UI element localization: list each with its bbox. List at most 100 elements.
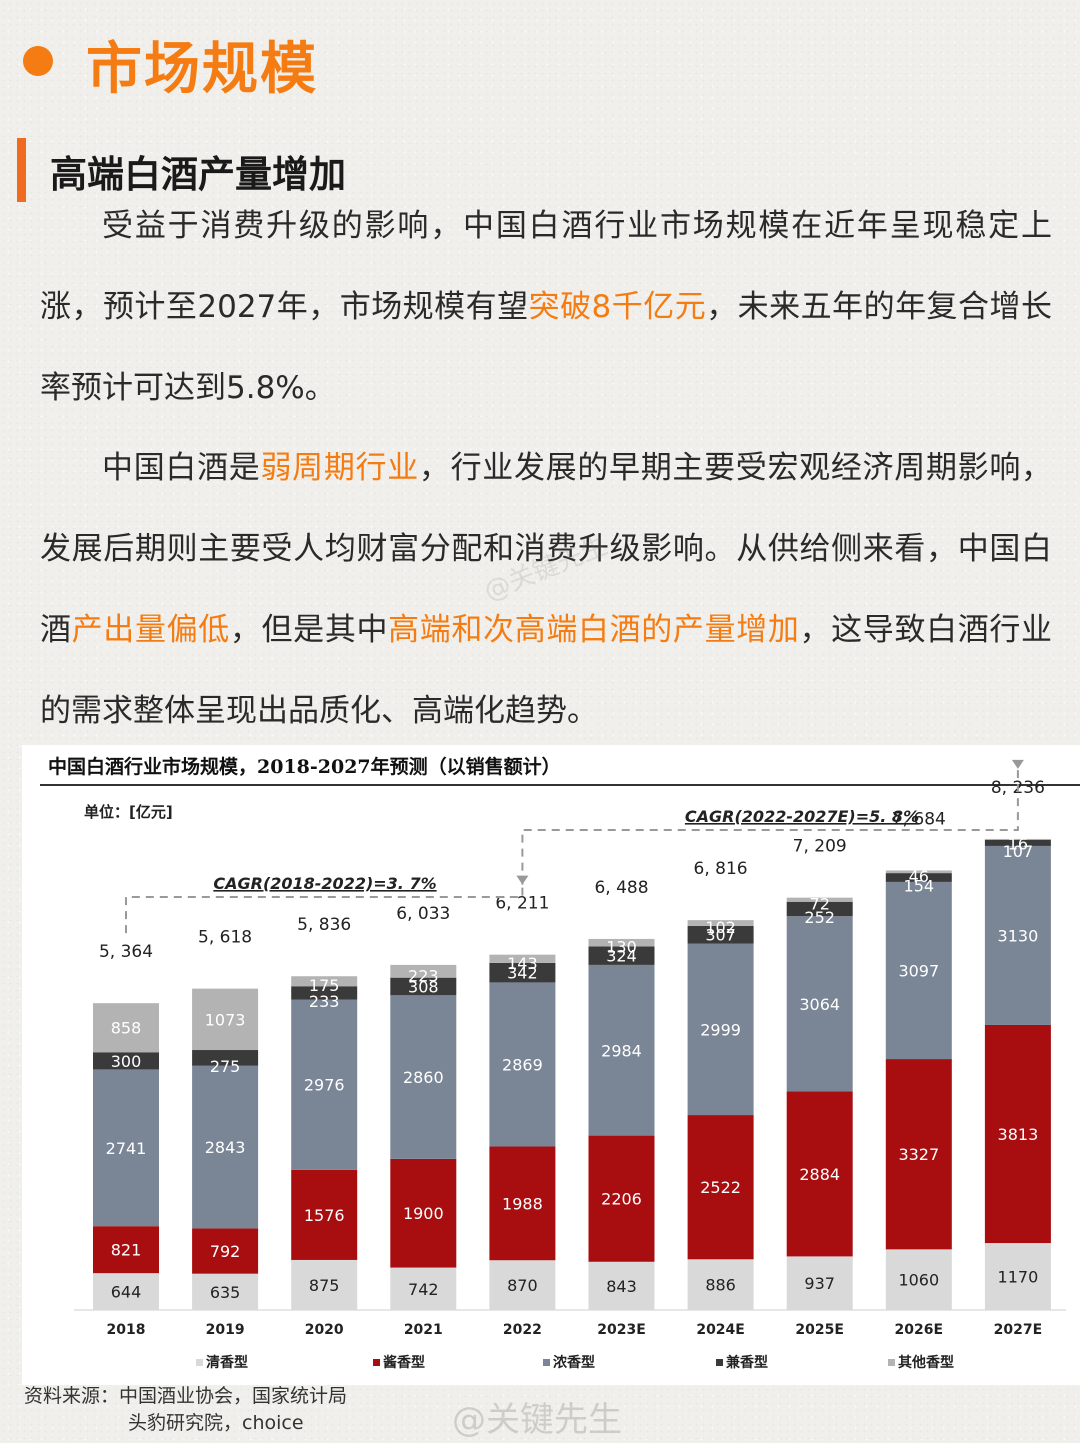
paragraph-1: 受益于消费升级的影响，中国白酒行业市场规模在近年呈现稳定上涨，预计至2027年，… <box>40 186 1052 429</box>
bar-value-label: 2869 <box>502 1055 543 1074</box>
source-line-2: 头豹研究院，choice <box>128 1412 304 1434</box>
total-label: 5, 618 <box>198 928 252 948</box>
bar-segment <box>885 1249 952 1310</box>
legend-swatch <box>716 1359 723 1366</box>
bar-segment <box>93 1273 159 1310</box>
source-line-1: 资料来源：中国酒业协会，国家统计局 <box>24 1385 348 1407</box>
legend-swatch <box>373 1359 380 1366</box>
total-label: 7, 684 <box>892 809 946 829</box>
body-text: ，但是其中 <box>229 612 389 648</box>
watermark: @关键先生 <box>452 1400 622 1440</box>
x-tick-label: 2020 <box>305 1322 344 1338</box>
bar-segment <box>390 964 457 978</box>
bar-segment <box>291 986 358 1000</box>
bar-value-label: 324 <box>606 947 637 966</box>
total-label: 6, 033 <box>396 904 450 924</box>
bar-segment <box>885 1059 952 1250</box>
legend-label: 浓香型 <box>553 1354 595 1371</box>
cagr-2022-2027-arrow-icon <box>1011 759 1024 769</box>
legend-swatch <box>888 1359 895 1366</box>
bar-value-label: 102 <box>705 918 736 937</box>
bar-segment <box>93 1003 159 1053</box>
bar-segment <box>489 954 556 963</box>
bar-segment <box>687 920 754 926</box>
bar-value-label: 2843 <box>205 1138 246 1157</box>
x-tick-label: 2024E <box>696 1322 745 1338</box>
bar-value-label: 154 <box>904 877 935 896</box>
bar-value-label: 16 <box>1008 834 1028 853</box>
subtitle-accent-bar <box>17 138 26 202</box>
bar-segment <box>885 881 952 1060</box>
bar-segment <box>588 946 655 965</box>
bar-segment <box>588 938 655 947</box>
bar-segment <box>687 1115 754 1260</box>
bar-value-label: 342 <box>507 964 538 983</box>
bar-value-label: 130 <box>606 938 637 957</box>
bar-segment <box>192 988 259 1051</box>
highlight-text: 突破8千亿元 <box>528 289 707 325</box>
bar-segment <box>291 1169 358 1260</box>
x-tick-label: 2027E <box>994 1322 1043 1338</box>
chart-title-rule <box>40 784 1080 786</box>
legend-label: 酱香型 <box>383 1354 425 1371</box>
legend-swatch <box>196 1359 203 1366</box>
bar-segment <box>786 901 853 917</box>
legend-label: 兼香型 <box>726 1354 768 1371</box>
cagr-2018-2022-label: CAGR(2018-2022)=3. 7% <box>213 874 436 893</box>
bar-segment <box>192 1050 259 1066</box>
cagr-2018-2022-bracket <box>125 884 524 934</box>
stacked-bar-chart: 单位：[亿元] 644 821 2741 300 858 5, 364 2018 635 792 2… <box>74 759 1066 1371</box>
bar-segment <box>93 1052 159 1070</box>
source-note: 资料来源：中国酒业协会，国家统计局 头豹研究院，choice <box>24 1383 347 1437</box>
x-tick-label: 2023E <box>597 1322 646 1338</box>
body-text: ，行业发展的早期主要受宏观经济周期影响，发展后期则主要受人均财富分配和消费升级影… <box>40 450 1053 648</box>
bar-segment <box>984 1024 1051 1244</box>
bar-segment <box>291 1259 358 1310</box>
bar-segment <box>984 845 1051 1025</box>
bar-segment <box>786 1256 853 1310</box>
cagr-2022-2027-label: CAGR(2022-2027E)=5. 8% <box>685 807 919 826</box>
bar-segment <box>687 1259 754 1310</box>
bar-segment <box>291 976 358 987</box>
bar-segment <box>786 1091 853 1257</box>
bar-segment <box>786 916 853 1092</box>
bar-segment <box>489 982 556 1147</box>
bar-segment <box>489 1260 556 1310</box>
bar-segment <box>885 873 952 882</box>
bar-value-label: 937 <box>804 1274 835 1293</box>
total-label: 7, 209 <box>793 837 847 857</box>
bar-segment <box>489 962 556 983</box>
bar-value-label: 792 <box>210 1242 241 1261</box>
bar-segment <box>291 999 358 1170</box>
bar-value-label: 635 <box>210 1283 241 1302</box>
bar-segment <box>984 1243 1051 1310</box>
bar-value-label: 3327 <box>898 1145 939 1164</box>
bar-value-label: 875 <box>309 1276 340 1295</box>
bar-value-label: 870 <box>507 1276 538 1295</box>
bar-value-label: 175 <box>309 976 340 995</box>
body-text: 中国白酒是 <box>102 450 261 486</box>
highlight-text: 高端和次高端白酒的产量增加 <box>388 612 800 648</box>
bullet-dot-icon <box>23 46 53 76</box>
bar-value-label: 742 <box>408 1280 439 1299</box>
bar-segment <box>984 839 1051 846</box>
bar-value-label: 143 <box>507 954 538 973</box>
bar-value-label: 644 <box>111 1283 142 1302</box>
body-text: 受益于消费升级的影响，中国白酒行业市场规模在近年呈现稳定上涨，预计至2027年，… <box>40 208 1052 325</box>
bar-value-label: 3097 <box>898 961 939 980</box>
section-subtitle: 高端白酒产量增加 <box>50 152 346 196</box>
bar-value-label: 46 <box>909 867 929 886</box>
chart-title: 中国白酒行业市场规模，2018-2027年预测（以销售额计） <box>48 756 561 778</box>
bar-value-label: 3130 <box>998 926 1039 945</box>
bar-value-label: 1988 <box>502 1194 543 1213</box>
bar-segment <box>93 1226 159 1274</box>
bar-segment <box>390 1158 457 1268</box>
bar-value-label: 300 <box>111 1052 142 1071</box>
legend-label: 清香型 <box>206 1354 248 1371</box>
total-label: 6, 816 <box>694 859 748 879</box>
bar-value-label: 1576 <box>304 1206 345 1225</box>
bar-value-label: 1060 <box>898 1271 939 1290</box>
x-tick-label: 2019 <box>206 1322 245 1338</box>
total-label: 5, 364 <box>99 942 153 962</box>
x-tick-label: 2025E <box>795 1322 844 1338</box>
